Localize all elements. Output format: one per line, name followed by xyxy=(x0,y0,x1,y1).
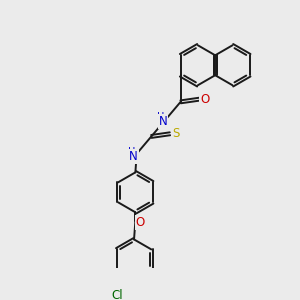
Text: H: H xyxy=(157,112,165,122)
Text: O: O xyxy=(136,216,145,230)
Text: H: H xyxy=(128,147,135,157)
Text: N: N xyxy=(159,115,167,128)
Text: N: N xyxy=(129,150,138,163)
Text: Cl: Cl xyxy=(111,290,123,300)
Text: O: O xyxy=(200,93,209,106)
Text: S: S xyxy=(172,127,179,140)
